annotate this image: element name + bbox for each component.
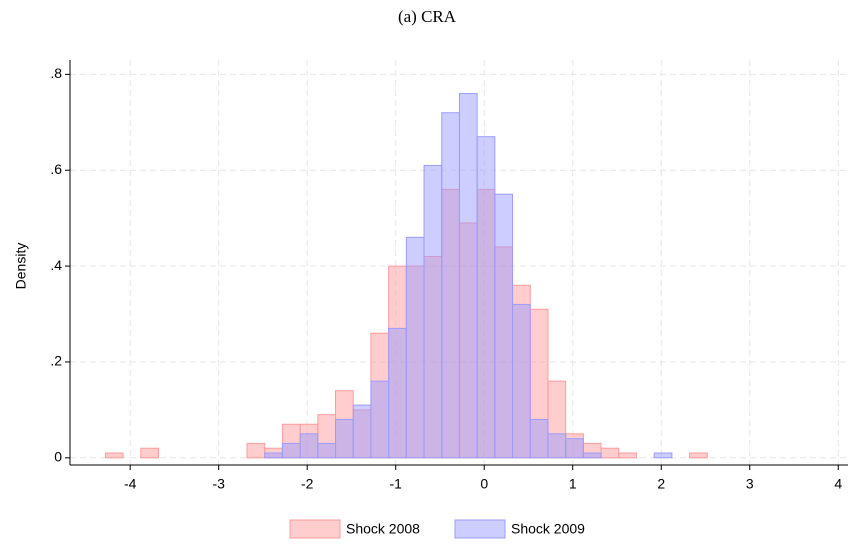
bar [476,136,496,459]
x-tick-label: 1 [569,476,577,492]
y-tick-label: .2 [50,353,62,369]
x-tick-label: -4 [124,476,137,492]
y-axis-label: Density [13,243,29,290]
x-tick-label: 0 [480,476,488,492]
bar [653,452,673,459]
legend-label: Shock 2009 [511,521,585,537]
bar [335,418,354,459]
x-tick-label: 4 [834,476,842,492]
bar [458,93,478,459]
bar [565,438,584,459]
bar [441,112,460,459]
x-tick-label: -3 [212,476,225,492]
y-tick-label: .4 [50,257,62,273]
x-tick-label: -2 [301,476,314,492]
bar [405,236,425,459]
y-tick-label: 0 [54,449,62,465]
bar [618,452,637,459]
x-tick-label: 2 [657,476,665,492]
bar [370,380,390,459]
bar [281,442,301,459]
bar [246,442,266,459]
bar [600,447,620,459]
bar [547,433,567,459]
bar [317,442,337,459]
legend-swatch [289,519,341,539]
legend-swatch [454,519,506,539]
x-tick-label: 3 [746,476,754,492]
bar [423,164,443,459]
legend-label: Shock 2008 [346,521,420,537]
bar [512,303,531,459]
chart-title: (a) CRA [398,7,457,26]
bar [582,452,602,459]
bar [352,404,372,459]
bar [104,452,124,459]
y-tick-label: .8 [50,65,62,81]
x-tick-label: -1 [389,476,402,492]
bar [299,433,319,459]
bar [264,452,283,459]
bar [529,418,549,459]
y-tick-label: .6 [50,161,62,177]
bar [689,452,708,459]
bar [388,327,407,459]
bar [494,193,514,459]
bar [140,447,160,459]
